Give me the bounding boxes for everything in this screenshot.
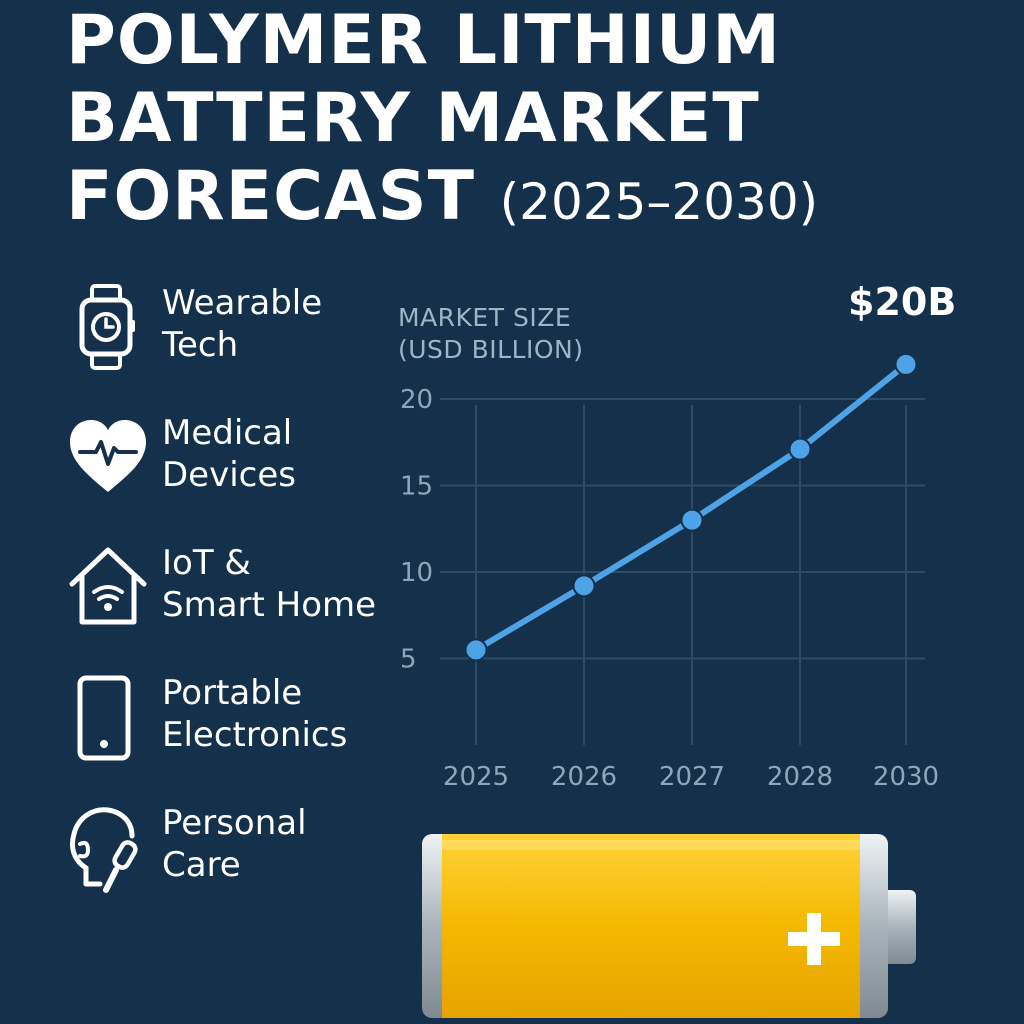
chart-y-axis-title: MARKET SIZE (USD BILLION) (398, 303, 584, 364)
y-tick-label: 5 (400, 645, 417, 675)
application-label: Personal Care (162, 803, 307, 885)
data-point (894, 352, 918, 376)
battery-plus-icon (422, 834, 916, 1018)
application-item-personal-care: Personal Care (66, 802, 386, 902)
heart-pulse-icon (70, 420, 146, 492)
end-value-label: $20B (848, 280, 957, 324)
title-main: POLYMER LITHIUM BATTERY MARKET FORECAST (66, 1, 781, 236)
application-label: IoT & Smart Home (162, 543, 377, 625)
y-tick-label: 15 (400, 472, 433, 502)
application-label: Medical Devices (162, 413, 296, 495)
application-item-medical: Medical Devices (66, 412, 386, 512)
application-label: Wearable Tech (162, 283, 323, 365)
personal-care-icon (70, 807, 138, 893)
y-tick-label: 10 (400, 558, 433, 588)
page-title: POLYMER LITHIUM BATTERY MARKET FORECAST … (66, 2, 996, 241)
application-item-iot: IoT & Smart Home (66, 542, 386, 642)
x-tick-label: 2028 (767, 762, 833, 792)
data-point (572, 574, 596, 598)
data-point (680, 508, 704, 532)
data-point (464, 638, 488, 662)
point-layer (464, 352, 918, 662)
application-label: Portable Electronics (162, 673, 348, 755)
market-size-line-chart: 5 10 15 20 2025 2026 2027 2028 2030 (400, 352, 939, 792)
x-tick-label: 2026 (551, 762, 617, 792)
y-tick-label: 20 (400, 385, 433, 415)
smartphone-icon (77, 675, 131, 761)
application-item-wearable: Wearable Tech (66, 282, 386, 382)
x-tick-label: 2030 (873, 762, 939, 792)
x-tick-label: 2027 (659, 762, 725, 792)
title-years: (2025–2030) (499, 173, 819, 231)
application-item-portable: Portable Electronics (66, 672, 386, 772)
tick-layer: 5 10 15 20 2025 2026 2027 2028 2030 (400, 385, 939, 792)
x-tick-label: 2025 (443, 762, 509, 792)
data-point (788, 437, 812, 461)
smartwatch-icon (79, 284, 135, 370)
grid-layer (440, 398, 925, 745)
smart-home-icon (69, 547, 147, 625)
